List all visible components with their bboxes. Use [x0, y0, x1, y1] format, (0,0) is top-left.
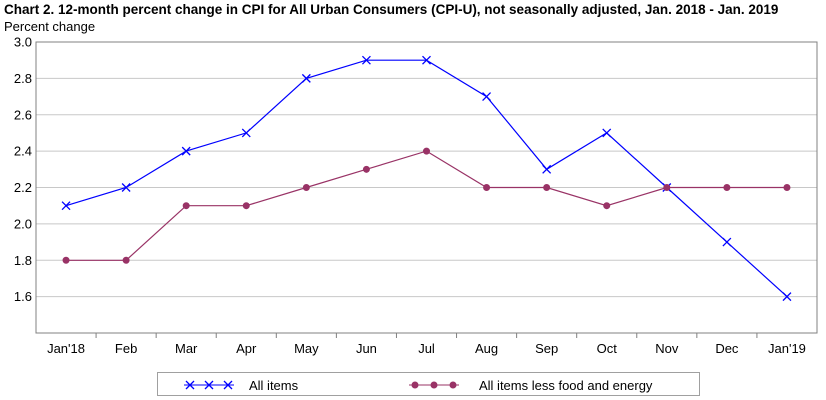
data-point-core: [603, 202, 611, 210]
legend-label-core: All items less food and energy: [479, 378, 653, 393]
data-point-all-items: [722, 237, 732, 247]
x-tick-label: Dec: [715, 341, 739, 356]
data-point-all-items: [361, 55, 371, 65]
x-tick-label: Jan'19: [768, 341, 806, 356]
legend-swatch-core: [409, 381, 459, 389]
data-point-all-items: [602, 128, 612, 138]
chart-title: Chart 2. 12-month percent change in CPI …: [4, 2, 779, 17]
x-tick-label: May: [294, 341, 319, 356]
legend-marker: [449, 381, 457, 389]
y-axis-label: Percent change: [4, 19, 96, 34]
legend-swatch-all-items: [184, 380, 234, 390]
data-point-core: [62, 256, 70, 264]
line-chart: 1.6 1.8 2.0 2.2 2.4 2.6 2.8 3.0 Jan'18 Feb Mar Apr M…: [14, 35, 818, 356]
data-point-core: [483, 184, 491, 191]
legend-marker: [411, 381, 419, 389]
x-tick-label: Apr: [236, 341, 257, 356]
data-point-all-items: [181, 146, 191, 156]
legend-label-all-items: All items: [249, 378, 299, 393]
data-point-all-items: [241, 128, 251, 138]
x-tick-label: Feb: [115, 341, 137, 356]
data-point-core: [122, 256, 130, 264]
y-tick-label: 2.4: [14, 144, 32, 159]
data-point-core: [362, 165, 370, 173]
data-point-core: [302, 184, 310, 191]
data-point-core: [663, 184, 671, 191]
x-tick-label: Jun: [356, 341, 377, 356]
data-point-all-items: [542, 164, 552, 174]
data-point-core: [423, 147, 430, 155]
series-line-all-items: [65, 59, 788, 298]
legend-marker: [430, 381, 438, 389]
data-point-core: [783, 184, 791, 191]
data-point-all-items: [422, 55, 431, 65]
data-point-core: [543, 184, 551, 191]
x-tick-label: Oct: [597, 341, 618, 356]
legend-marker: [204, 380, 214, 390]
data-point-all-items: [482, 92, 492, 102]
x-tick-label: Jul: [418, 341, 435, 356]
data-point-all-items: [121, 183, 131, 192]
plot-frame: [35, 41, 818, 334]
y-tick-label: 2.0: [14, 216, 32, 231]
y-tick-label: 2.6: [14, 107, 32, 122]
x-tick-label: Aug: [475, 341, 498, 356]
data-point-all-items: [301, 73, 311, 83]
data-point-all-items: [61, 201, 71, 211]
data-point-core: [723, 184, 731, 191]
x-tick-label: Nov: [655, 341, 679, 356]
y-tick-label: 2.2: [14, 180, 32, 195]
y-tick-label: 2.8: [14, 71, 32, 86]
legend-marker: [185, 380, 195, 390]
x-tick-label: Sep: [535, 341, 558, 356]
y-tick-label: 1.8: [14, 253, 32, 268]
legend-marker: [223, 380, 233, 390]
data-point-core: [242, 202, 250, 210]
series-line-core: [66, 150, 787, 261]
legend: All items All items less food and energy: [157, 372, 700, 396]
data-point-core: [182, 202, 190, 210]
y-tick-label: 1.6: [14, 289, 32, 304]
y-tick-label: 3.0: [14, 35, 32, 50]
x-tick-label: Jan'18: [47, 341, 85, 356]
data-point-all-items: [782, 292, 792, 302]
x-tick-label: Mar: [175, 341, 198, 356]
